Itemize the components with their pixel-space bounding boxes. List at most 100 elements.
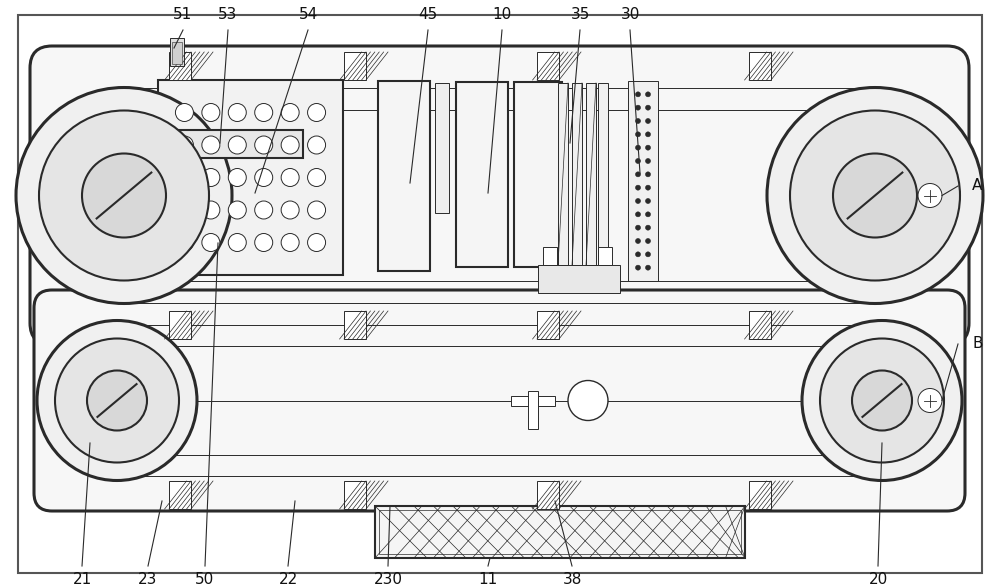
- Circle shape: [636, 145, 640, 150]
- Circle shape: [646, 199, 650, 203]
- Circle shape: [175, 233, 193, 252]
- Circle shape: [636, 185, 640, 190]
- Bar: [169, 311, 191, 339]
- Circle shape: [646, 265, 650, 270]
- Bar: [511, 396, 555, 406]
- Circle shape: [281, 169, 299, 186]
- Circle shape: [790, 111, 960, 280]
- Circle shape: [202, 136, 220, 154]
- Circle shape: [202, 169, 220, 186]
- Text: 45: 45: [418, 7, 438, 22]
- Text: B: B: [972, 336, 982, 352]
- Circle shape: [202, 103, 220, 122]
- Circle shape: [646, 185, 650, 190]
- Circle shape: [646, 225, 650, 230]
- Bar: [514, 82, 562, 267]
- Circle shape: [646, 105, 650, 110]
- Circle shape: [87, 370, 147, 430]
- Circle shape: [37, 320, 197, 480]
- Text: 23: 23: [138, 572, 158, 587]
- Circle shape: [16, 88, 232, 303]
- Bar: [749, 52, 771, 80]
- Bar: [165, 130, 303, 158]
- Circle shape: [636, 159, 640, 163]
- Bar: [537, 52, 559, 80]
- Circle shape: [636, 252, 640, 257]
- Text: 51: 51: [173, 7, 193, 22]
- Circle shape: [646, 92, 650, 97]
- Bar: [537, 311, 559, 339]
- Circle shape: [202, 201, 220, 219]
- Circle shape: [767, 88, 983, 303]
- Circle shape: [646, 119, 650, 123]
- Circle shape: [228, 136, 246, 154]
- Circle shape: [636, 105, 640, 110]
- Bar: [169, 481, 191, 509]
- Circle shape: [646, 252, 650, 257]
- Text: 21: 21: [72, 572, 92, 587]
- Circle shape: [646, 212, 650, 217]
- Circle shape: [833, 153, 917, 238]
- Bar: [537, 481, 559, 509]
- Bar: [749, 481, 771, 509]
- Text: 38: 38: [562, 572, 582, 587]
- Bar: [344, 481, 366, 509]
- Circle shape: [646, 239, 650, 243]
- Circle shape: [308, 233, 326, 252]
- Text: 11: 11: [478, 572, 498, 587]
- Circle shape: [255, 169, 273, 186]
- Circle shape: [852, 370, 912, 430]
- Circle shape: [636, 199, 640, 203]
- Circle shape: [636, 265, 640, 270]
- Circle shape: [918, 389, 942, 413]
- Bar: [379, 510, 741, 554]
- Circle shape: [308, 103, 326, 122]
- Circle shape: [308, 169, 326, 186]
- Circle shape: [175, 201, 193, 219]
- Circle shape: [255, 103, 273, 122]
- Bar: [749, 311, 771, 339]
- Text: A: A: [972, 178, 982, 193]
- Bar: [456, 82, 508, 267]
- Circle shape: [636, 92, 640, 97]
- Circle shape: [646, 132, 650, 137]
- Circle shape: [202, 233, 220, 252]
- Circle shape: [636, 132, 640, 137]
- Circle shape: [228, 169, 246, 186]
- Text: 230: 230: [374, 572, 402, 587]
- Text: 35: 35: [570, 7, 590, 22]
- Text: 30: 30: [620, 7, 640, 22]
- Circle shape: [636, 225, 640, 230]
- Text: 53: 53: [218, 7, 238, 22]
- Text: 50: 50: [195, 572, 215, 587]
- Circle shape: [636, 239, 640, 243]
- Circle shape: [255, 136, 273, 154]
- Bar: [158, 80, 343, 275]
- Bar: [598, 83, 608, 265]
- Bar: [375, 506, 745, 558]
- Circle shape: [255, 233, 273, 252]
- Bar: [378, 81, 430, 271]
- Circle shape: [308, 201, 326, 219]
- Circle shape: [281, 201, 299, 219]
- Circle shape: [82, 153, 166, 238]
- Circle shape: [175, 136, 193, 154]
- Bar: [170, 38, 184, 66]
- Circle shape: [646, 172, 650, 177]
- Bar: [528, 390, 538, 429]
- Circle shape: [568, 380, 608, 420]
- Bar: [169, 52, 191, 80]
- Circle shape: [228, 201, 246, 219]
- Bar: [435, 83, 449, 213]
- Bar: [344, 52, 366, 80]
- Circle shape: [255, 201, 273, 219]
- Circle shape: [55, 339, 179, 463]
- Circle shape: [39, 111, 209, 280]
- FancyBboxPatch shape: [30, 46, 969, 345]
- Circle shape: [802, 320, 962, 480]
- Circle shape: [918, 183, 942, 208]
- Bar: [538, 265, 620, 293]
- Circle shape: [646, 159, 650, 163]
- Circle shape: [820, 339, 944, 463]
- Circle shape: [308, 136, 326, 154]
